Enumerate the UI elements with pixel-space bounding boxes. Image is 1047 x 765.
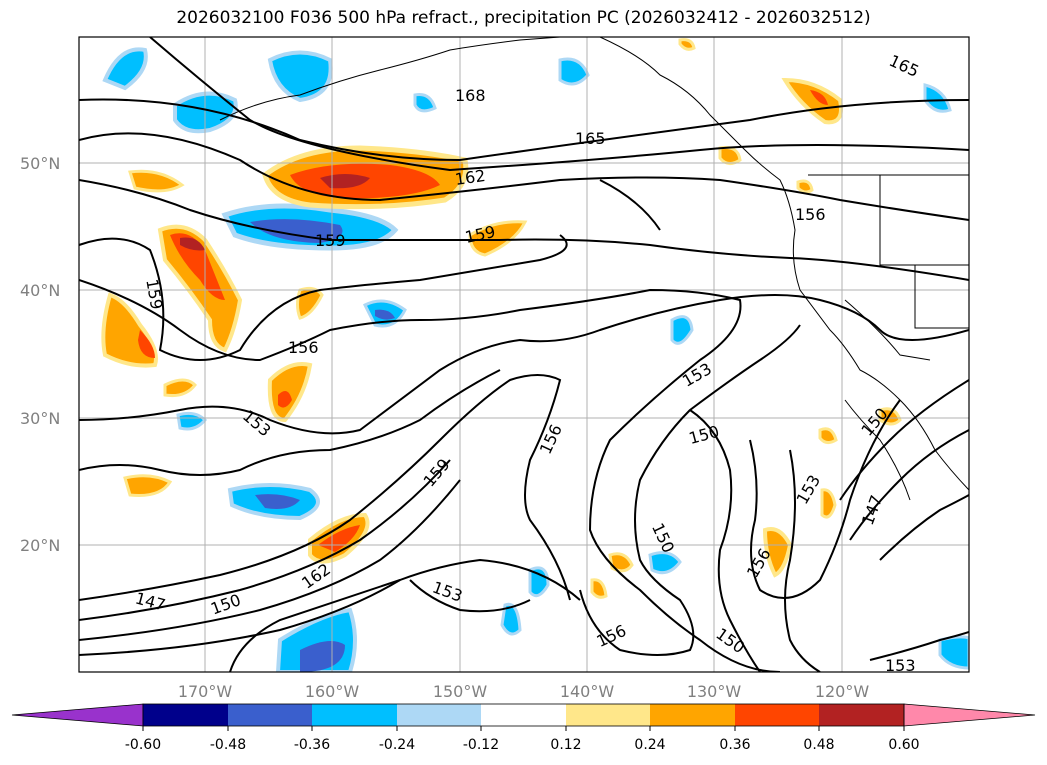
positive-anomaly-area xyxy=(180,237,205,251)
lon-label: 170°W xyxy=(178,682,233,701)
colorbar-bin xyxy=(143,704,228,726)
colorbar-bin xyxy=(819,704,904,726)
contour-label: 156 xyxy=(795,205,826,224)
negative-anomaly-area xyxy=(375,309,395,320)
lon-label: 140°W xyxy=(560,682,615,701)
positive-anomaly-area xyxy=(278,391,292,408)
positive-anomaly-area xyxy=(157,224,243,353)
lon-label: 120°W xyxy=(815,682,870,701)
negative-anomaly-area xyxy=(923,83,952,113)
colorbar-tick-label: -0.60 xyxy=(125,737,161,753)
positive-anomaly-area xyxy=(128,169,185,193)
lon-label: 150°W xyxy=(433,682,488,701)
negative-anomaly-area xyxy=(558,57,590,86)
lat-label: 50°N xyxy=(20,154,60,173)
colorbar-bin xyxy=(481,704,566,726)
refractivity-contours xyxy=(79,37,969,672)
map-frame xyxy=(78,36,970,673)
contour-label: 168 xyxy=(455,86,486,105)
lat-label: 40°N xyxy=(20,281,60,300)
negative-anomaly-area xyxy=(648,551,682,575)
lat-label: 20°N xyxy=(20,536,60,555)
colorbar-bin xyxy=(312,704,397,726)
colorbar-tick-label: -0.24 xyxy=(379,737,415,753)
positive-anomaly-area xyxy=(170,233,225,300)
positive-anomaly-area xyxy=(718,146,742,165)
positive-anomaly-area xyxy=(590,578,608,599)
positive-anomaly-area xyxy=(138,330,155,358)
colorbar-tick-label: 0.36 xyxy=(719,737,750,753)
negative-anomaly-area xyxy=(413,93,437,113)
positive-anomaly-area xyxy=(163,378,197,397)
colorbar-bin xyxy=(566,704,650,726)
colorbar-bin xyxy=(735,704,819,726)
lon-label: 130°W xyxy=(687,682,742,701)
negative-anomaly-area xyxy=(250,219,343,243)
longitude-labels: 170°W 160°W 150°W 140°W 130°W 120°W xyxy=(178,682,870,701)
map-area: 168 165 165 162 162 159 159 159 159 156 … xyxy=(79,37,969,675)
positive-anomaly-area xyxy=(296,286,324,320)
contour-label: 162 xyxy=(454,166,487,189)
positive-anomaly-area xyxy=(123,474,173,497)
negative-anomaly-area xyxy=(670,315,694,345)
coastline xyxy=(219,37,969,501)
colorbar-tick-label: -0.48 xyxy=(210,737,246,753)
contour-label: 159 xyxy=(315,231,346,250)
positive-anomaly-area xyxy=(678,38,696,51)
colorbar-extend-max xyxy=(903,703,1036,727)
colorbar-bin xyxy=(650,704,735,726)
positive-anomaly-area xyxy=(810,90,828,105)
contour-label: 153 xyxy=(885,656,916,675)
positive-anomaly-area xyxy=(781,77,843,125)
colorbar-tick-label: -0.12 xyxy=(463,737,499,753)
positive-anomaly-area xyxy=(820,488,837,519)
negative-anomaly-area xyxy=(267,50,333,103)
colorbar-tick-label: 0.24 xyxy=(634,737,665,753)
precipitation-shading xyxy=(101,38,969,672)
latitude-labels: 50°N 40°N 30°N 20°N xyxy=(20,154,60,555)
negative-anomaly-area xyxy=(500,602,522,636)
positive-anomaly-area xyxy=(796,179,814,194)
positive-anomaly-area xyxy=(762,527,793,578)
negative-anomaly-area xyxy=(102,47,148,91)
colorbar: -0.60 -0.48 -0.36 -0.24 -0.12 0.12 0.24 … xyxy=(11,703,1036,753)
negative-anomaly-area xyxy=(528,566,550,598)
map-title: 2026032100 F036 500 hPa refract., precip… xyxy=(176,8,871,28)
colorbar-bin xyxy=(397,704,481,726)
colorbar-bin xyxy=(228,704,312,726)
positive-anomaly-area xyxy=(818,427,838,445)
colorbar-tick-label: 0.12 xyxy=(550,737,581,753)
negative-anomaly-area xyxy=(300,641,345,672)
colorbar-extend-min xyxy=(11,703,144,727)
negative-anomaly-area xyxy=(255,494,300,509)
contour-label: 156 xyxy=(288,338,319,357)
colorbar-tick-label: 0.48 xyxy=(803,737,834,753)
colorbar-tick-label: 0.60 xyxy=(888,737,919,753)
lon-label: 160°W xyxy=(305,682,360,701)
graticule xyxy=(79,37,969,672)
colorbar-tick-label: -0.36 xyxy=(294,737,330,753)
contour-label: 165 xyxy=(575,129,606,148)
lat-label: 30°N xyxy=(20,409,60,428)
